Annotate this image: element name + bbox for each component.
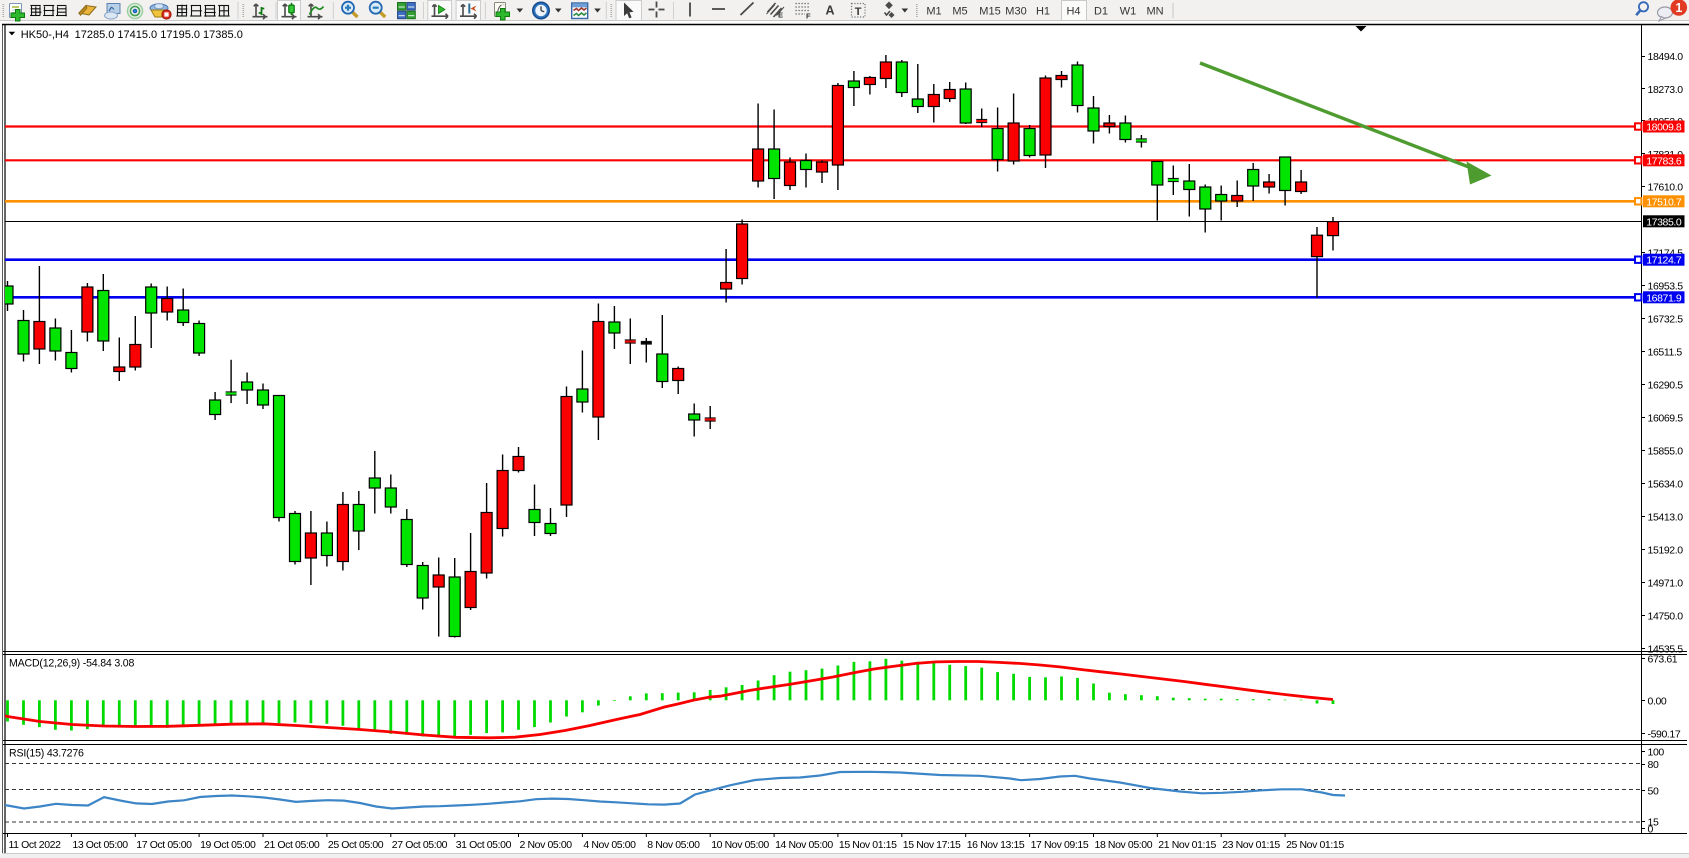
svg-text:14971.0: 14971.0 xyxy=(1648,577,1684,589)
svg-text:0: 0 xyxy=(1648,824,1654,836)
svg-text:W1: W1 xyxy=(1120,6,1137,18)
svg-text:16953.5: 16953.5 xyxy=(1648,281,1684,293)
svg-text:18 Nov 05:00: 18 Nov 05:00 xyxy=(1095,839,1153,851)
svg-text:T: T xyxy=(855,6,862,18)
svg-text:11 Oct 2022: 11 Oct 2022 xyxy=(9,839,62,851)
svg-text:E: E xyxy=(778,11,783,20)
svg-text:1: 1 xyxy=(1675,1,1682,15)
svg-text:MN: MN xyxy=(1146,6,1163,18)
svg-text:17 Nov 09:15: 17 Nov 09:15 xyxy=(1031,839,1089,851)
svg-text:17783.6: 17783.6 xyxy=(1646,155,1682,167)
svg-text:18494.0: 18494.0 xyxy=(1648,51,1684,63)
svg-text:16511.5: 16511.5 xyxy=(1648,347,1683,359)
svg-text:25 Nov 01:15: 25 Nov 01:15 xyxy=(1286,839,1344,851)
svg-text:15634.0: 15634.0 xyxy=(1648,479,1684,491)
svg-text:50: 50 xyxy=(1648,786,1659,798)
svg-text:27 Oct 05:00: 27 Oct 05:00 xyxy=(392,839,448,851)
svg-text:31 Oct 05:00: 31 Oct 05:00 xyxy=(456,839,512,851)
svg-text:8 Nov 05:00: 8 Nov 05:00 xyxy=(647,839,700,851)
svg-text:M5: M5 xyxy=(952,6,967,18)
svg-text:18273.0: 18273.0 xyxy=(1648,84,1684,96)
svg-text:HK50-,H4: HK50-,H4 xyxy=(21,29,69,41)
svg-text:15 Nov 17:15: 15 Nov 17:15 xyxy=(903,839,961,851)
svg-text:21 Oct 05:00: 21 Oct 05:00 xyxy=(264,839,320,851)
svg-text:M15: M15 xyxy=(979,6,1000,18)
svg-text:M30: M30 xyxy=(1005,6,1026,18)
svg-text:16732.5: 16732.5 xyxy=(1648,314,1684,326)
svg-text:15 Nov 01:15: 15 Nov 01:15 xyxy=(839,839,897,851)
svg-text:23 Nov 01:15: 23 Nov 01:15 xyxy=(1222,839,1280,851)
svg-text:14 Nov 05:00: 14 Nov 05:00 xyxy=(775,839,833,851)
svg-text:19 Oct 05:00: 19 Oct 05:00 xyxy=(200,839,256,851)
svg-text:15413.0: 15413.0 xyxy=(1648,511,1684,523)
svg-text:673.61: 673.61 xyxy=(1648,654,1678,666)
svg-text:17285.0 17415.0 17195.0 17385.: 17285.0 17415.0 17195.0 17385.0 xyxy=(75,29,243,41)
svg-text:25 Oct 05:00: 25 Oct 05:00 xyxy=(328,839,384,851)
svg-text:14535.5: 14535.5 xyxy=(1648,643,1684,655)
svg-text:F: F xyxy=(806,12,811,21)
svg-text:15855.0: 15855.0 xyxy=(1648,446,1684,458)
svg-text:17124.7: 17124.7 xyxy=(1646,255,1682,267)
svg-text:21 Nov 01:15: 21 Nov 01:15 xyxy=(1158,839,1216,851)
svg-text:15192.0: 15192.0 xyxy=(1648,544,1684,556)
svg-text:17510.7: 17510.7 xyxy=(1646,196,1682,208)
svg-text:16290.5: 16290.5 xyxy=(1648,380,1684,392)
svg-text:2 Nov 05:00: 2 Nov 05:00 xyxy=(520,839,573,851)
svg-text:17 Oct 05:00: 17 Oct 05:00 xyxy=(136,839,192,851)
svg-text:D1: D1 xyxy=(1094,6,1108,18)
svg-text:14750.0: 14750.0 xyxy=(1648,610,1684,622)
svg-text:H4: H4 xyxy=(1066,6,1080,18)
svg-text:A: A xyxy=(826,4,835,18)
svg-text:16069.5: 16069.5 xyxy=(1648,413,1684,425)
svg-text:0.00: 0.00 xyxy=(1648,695,1667,707)
svg-text:15: 15 xyxy=(1648,817,1659,829)
svg-text:100: 100 xyxy=(1648,747,1665,759)
svg-text:17385.0: 17385.0 xyxy=(1646,216,1682,228)
svg-text:18009.8: 18009.8 xyxy=(1646,122,1682,134)
svg-text:MACD(12,26,9) -54.84 3.08: MACD(12,26,9) -54.84 3.08 xyxy=(9,658,134,670)
svg-text:10 Nov 05:00: 10 Nov 05:00 xyxy=(711,839,769,851)
svg-text:17610.0: 17610.0 xyxy=(1648,181,1684,193)
svg-text:80: 80 xyxy=(1648,759,1659,771)
svg-text:RSI(15) 43.7276: RSI(15) 43.7276 xyxy=(9,748,84,760)
svg-text:-590.17: -590.17 xyxy=(1648,729,1681,741)
svg-text:16 Nov 13:15: 16 Nov 13:15 xyxy=(967,839,1025,851)
svg-text:13 Oct 05:00: 13 Oct 05:00 xyxy=(72,839,128,851)
svg-text:4 Nov 05:00: 4 Nov 05:00 xyxy=(583,839,636,851)
svg-text:16871.9: 16871.9 xyxy=(1646,292,1682,304)
svg-text:M1: M1 xyxy=(926,6,941,18)
svg-text:H1: H1 xyxy=(1036,6,1050,18)
